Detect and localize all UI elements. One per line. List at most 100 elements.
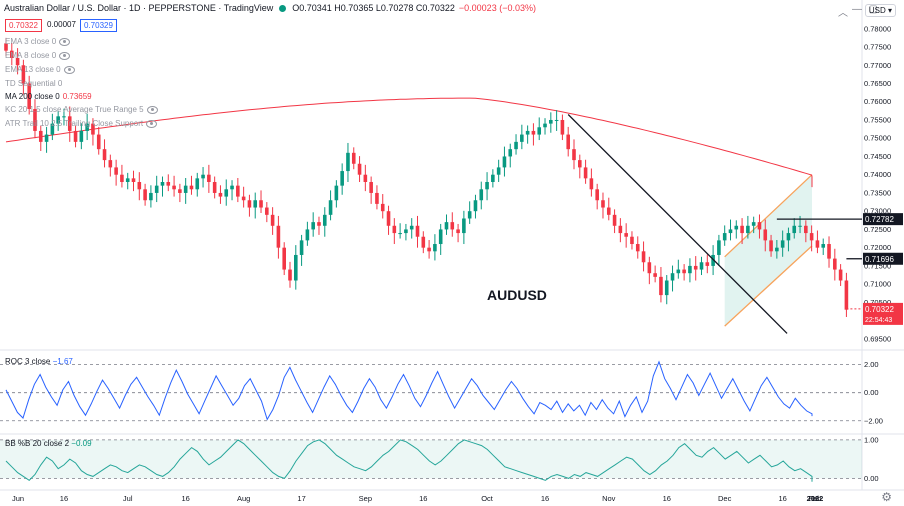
candle-body [601,200,605,208]
indicator-ema-c-label: EMA 13 close 0 [5,65,61,74]
candle-body [85,123,89,131]
candle-body [792,225,797,234]
candle-body [780,240,785,248]
candle-body [508,149,513,157]
candle-body [351,152,356,164]
candle-body [236,185,240,197]
settings-icon[interactable]: ⚙ [881,490,892,504]
candle-body [572,149,576,161]
time-axis-tick: Dec [718,494,732,503]
maximize-icon[interactable]: ▢ [868,4,878,15]
candle-body [711,254,715,266]
level-price-tag [863,252,903,265]
candle-body [647,262,652,274]
candle-body [751,222,756,226]
eye-icon[interactable] [146,105,158,114]
chevron-up-icon[interactable]: ︿ [838,8,848,19]
currency-selector[interactable]: USD ▾ [864,4,896,17]
price-axis-tick: 0.77500 [864,43,891,52]
candle-body [9,50,14,58]
candle-body [606,207,611,215]
candle-body [595,189,599,201]
minimize-icon[interactable]: — [852,4,862,15]
chart-header: Australian Dollar / U.S. Dollar · 1D · P… [4,3,536,13]
eye-icon[interactable] [146,119,158,128]
sell-button[interactable]: 0.70322 [5,19,42,32]
candle-body [241,196,246,201]
candle-body [137,182,142,190]
time-axis-tick: 16 [60,494,68,503]
candle-body [143,189,147,201]
indicator-ema3[interactable]: EMA 3 close 0 [5,37,71,46]
candle-body [682,269,686,274]
candle-body [821,244,826,248]
candle-body [438,229,443,245]
candle-body [833,258,837,270]
roc-axis-tick: 2.00 [864,360,879,369]
candle-body [178,189,182,193]
indicator-td-label: TD Sequential 0 [5,79,63,88]
candle-body [635,244,640,252]
candle-body [746,225,750,234]
time-axis-tick: Jul [123,494,133,503]
last-price-label: 0.70322 [865,305,894,314]
candle-body [427,247,431,252]
indicator-atr[interactable]: ATR Trail 10 2.5 Trailing Close Support [5,119,158,128]
eye-icon[interactable] [59,51,71,60]
bb-pane-label[interactable]: BB %B 20 close 2 −0.09 [5,439,92,448]
eye-icon[interactable] [59,37,71,46]
indicator-td[interactable]: TD Sequential 0 [5,79,62,88]
eye-icon[interactable] [63,65,75,74]
time-axis-tick: 16 [663,494,671,503]
price-axis-tick: 0.73500 [864,188,891,197]
time-axis-tick: Nov [602,494,616,503]
bar-countdown-label: 22:54:43 [865,317,892,324]
time-axis-tick: Aug [237,494,250,503]
price-axis-tick: 0.78000 [864,24,891,33]
candle-body [120,174,124,182]
candle-body [659,276,663,296]
candle-body [496,167,501,175]
level-price-label: 0.72782 [865,215,894,224]
candle-body [404,229,408,234]
candle-body [740,225,744,234]
indicator-kc[interactable]: KC 20 1.5 close Average True Range 5 [5,105,158,114]
candle-body [346,152,350,172]
market-status-dot [279,4,287,12]
candle-body [612,214,617,226]
bb-axis-tick: 0.00 [864,474,879,483]
candle-body [230,185,234,190]
candle-body [183,185,188,193]
candle-body [195,178,200,190]
candle-body [728,229,733,234]
candle-body [375,192,379,204]
candle-body [247,200,252,208]
candle-body [525,130,530,135]
candle-body [809,233,814,241]
indicator-ema-c[interactable]: EMA 13 close 0 [5,65,75,74]
time-axis-tick: 16 [419,494,427,503]
roc-pane-label[interactable]: ROC 3 close −1.67 [5,357,73,366]
candle-body [380,203,385,212]
price-axis-tick: 0.71000 [864,280,891,289]
indicator-ma200[interactable]: MA 200 close 0 0.73659 [5,92,92,101]
candle-body [62,116,66,118]
candle-body [293,254,298,281]
time-axis-tick: 16 [778,494,786,503]
candle-body [717,240,721,255]
bb-band-fill [0,439,862,479]
candle-body [322,214,327,226]
candle-body [114,167,118,175]
currency-label: USD [868,6,886,15]
candle-body [398,233,402,235]
roc-axis-tick: −2.00 [864,416,883,425]
indicator-ema-b[interactable]: EMA 8 close 0 [5,51,71,60]
indicator-ma200-value: 0.73659 [62,92,92,101]
candle-body [363,174,368,182]
price-axis-tick: 0.72500 [864,225,891,234]
candle-body [421,236,426,248]
price-axis-tick: 0.75000 [864,134,891,143]
roc-label: ROC 3 close [5,357,51,366]
buy-button[interactable]: 0.70329 [80,19,117,32]
